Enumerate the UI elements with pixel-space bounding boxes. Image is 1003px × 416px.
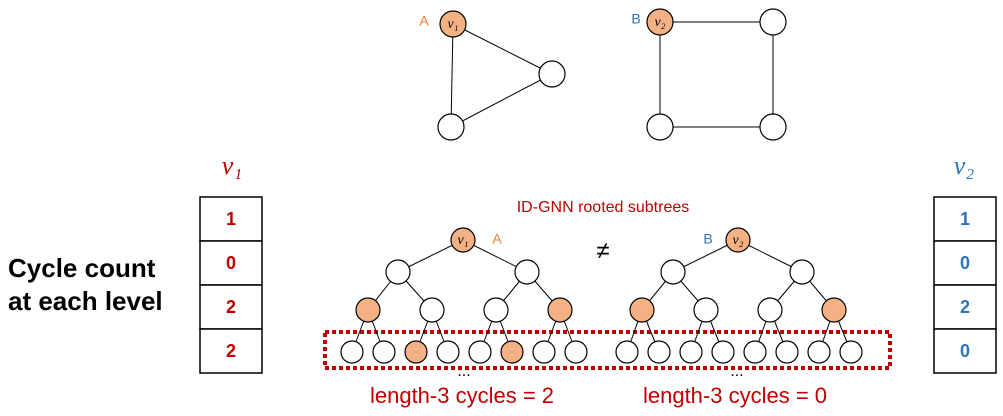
count-value: 2 [226, 341, 236, 361]
root-label: v₂ [732, 233, 743, 248]
side-label: at each level [8, 286, 163, 316]
graph-label: B [631, 11, 640, 27]
column-header: v₂ [954, 151, 975, 180]
node [538, 60, 566, 88]
subtree-title: ID-GNN rooted subtrees [517, 199, 690, 216]
node [419, 297, 445, 323]
node [483, 297, 509, 323]
node [821, 297, 847, 323]
node [372, 340, 396, 364]
node [436, 340, 460, 364]
node [500, 340, 524, 364]
node [532, 340, 556, 364]
count-value: 2 [960, 297, 970, 317]
node [725, 227, 751, 253]
node [629, 297, 655, 323]
graph-label: A [419, 13, 429, 29]
count-cell [199, 196, 263, 242]
node-label: v₂ [654, 15, 665, 30]
node [468, 340, 492, 364]
cycle-caption: length-3 cycles = 0 [643, 383, 827, 408]
node [355, 297, 381, 323]
node [693, 297, 719, 323]
count-value: 0 [960, 341, 970, 361]
count-cell [199, 328, 263, 374]
node [775, 340, 799, 364]
node [711, 340, 735, 364]
node [340, 340, 364, 364]
node [839, 340, 863, 364]
count-value: 1 [960, 209, 970, 229]
node [450, 227, 476, 253]
node [660, 259, 686, 285]
node-label: v₁ [447, 17, 458, 32]
node [679, 340, 703, 364]
root-label: v₁ [457, 233, 468, 248]
cycle-caption: length-3 cycles = 2 [370, 383, 554, 408]
count-value: 0 [226, 253, 236, 273]
node [564, 340, 588, 364]
tree-label: B [703, 231, 712, 247]
node [789, 259, 815, 285]
count-cell [933, 196, 997, 242]
tree-label: A [492, 231, 502, 247]
node [807, 340, 831, 364]
triangle-graph: A v₁ [419, 10, 566, 141]
node [439, 10, 467, 38]
node [514, 259, 540, 285]
column-header: v₁ [222, 151, 243, 180]
count-cell [933, 328, 997, 374]
square-graph: B v₂ [631, 8, 787, 141]
node [757, 297, 783, 323]
count-cell [933, 240, 997, 286]
relation: ≠ [596, 237, 609, 264]
count-cell [199, 240, 263, 286]
node [385, 259, 411, 285]
count-value: 2 [226, 297, 236, 317]
node [437, 113, 465, 141]
node [759, 113, 787, 141]
node [646, 8, 674, 36]
node [547, 297, 573, 323]
ellipsis: ... [730, 363, 743, 380]
count-value: 1 [226, 209, 236, 229]
node [647, 340, 671, 364]
node [615, 340, 639, 364]
leaf-highlight [323, 330, 892, 370]
count-cell [933, 284, 997, 330]
node [404, 340, 428, 364]
ellipsis: ... [457, 363, 470, 380]
node [759, 8, 787, 36]
side-label: Cycle count [8, 253, 156, 283]
count-value: 0 [960, 253, 970, 273]
node [646, 113, 674, 141]
node [743, 340, 767, 364]
